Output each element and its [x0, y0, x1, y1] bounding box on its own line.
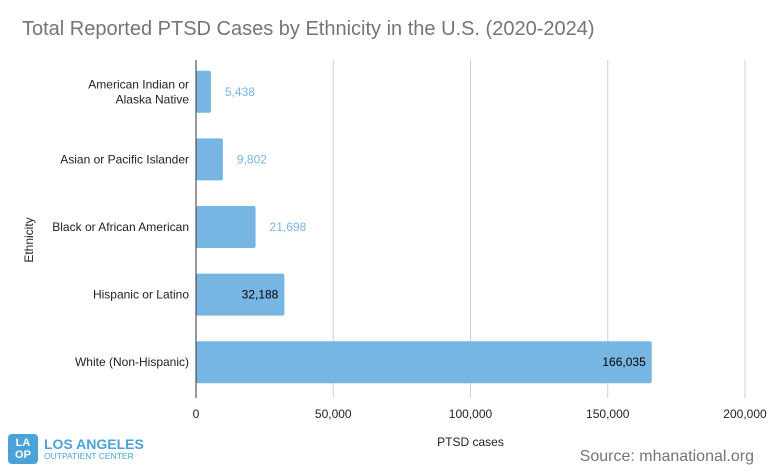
category-label: Hispanic or Latino	[93, 288, 189, 302]
bar	[196, 138, 223, 181]
x-tick-label: 50,000	[315, 407, 352, 421]
logo-mark: LA OP	[8, 434, 38, 464]
bar	[196, 70, 211, 113]
chart-title: Total Reported PTSD Cases by Ethnicity i…	[22, 18, 595, 40]
logo-title: LOS ANGELES	[44, 436, 144, 452]
logo-mark-line2: OP	[15, 449, 31, 461]
category-label: White (Non-Hispanic)	[75, 355, 189, 369]
logo-mark-line1: LA	[15, 437, 31, 449]
x-tick-label: 200,000	[723, 407, 767, 421]
logo: LA OP LOS ANGELES OUTPATIENT CENTER	[8, 434, 144, 464]
category-label: American Indian or	[88, 77, 189, 91]
bar	[196, 341, 652, 384]
category-label: Asian or Pacific Islander	[60, 152, 189, 166]
bar	[196, 206, 256, 248]
category-label: Black or African American	[52, 220, 189, 234]
bar	[196, 273, 285, 316]
data-label: 21,698	[270, 220, 307, 234]
x-tick-label: 0	[193, 407, 200, 421]
logo-subtitle: OUTPATIENT CENTER	[44, 451, 134, 461]
data-label: 32,188	[242, 288, 279, 302]
y-axis-title: Ethnicity	[22, 217, 36, 262]
data-label: 5,438	[225, 85, 255, 99]
category-label: Alaska Native	[116, 92, 190, 106]
x-axis-title: PTSD cases	[437, 435, 504, 449]
data-label: 9,802	[237, 152, 267, 166]
source-note: Source: mhanational.org	[579, 448, 754, 465]
x-tick-label: 150,000	[586, 407, 630, 421]
data-label: 166,035	[602, 355, 646, 369]
x-tick-label: 100,000	[449, 407, 493, 421]
